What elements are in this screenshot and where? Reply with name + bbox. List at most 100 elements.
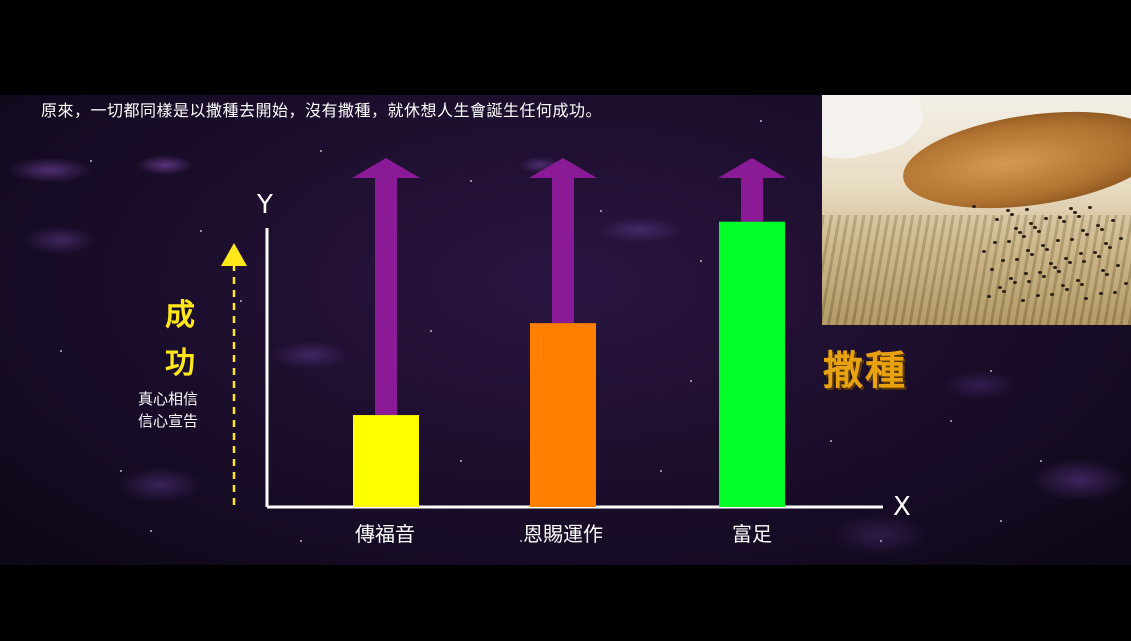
seed <box>1097 255 1101 258</box>
star-dot <box>60 350 62 352</box>
seed <box>1015 258 1019 261</box>
seed <box>1025 208 1029 211</box>
seed <box>1113 291 1117 294</box>
success-label-1: 成 <box>165 298 195 333</box>
star-dot <box>320 150 322 152</box>
growth-arrow-head <box>718 158 786 178</box>
seed <box>1116 264 1120 267</box>
star-dot <box>470 180 472 182</box>
growth-arrow-head <box>529 158 597 178</box>
star-dot <box>660 470 662 472</box>
sowing-photo <box>822 95 1131 325</box>
star-dot <box>950 420 952 422</box>
star-dot <box>1000 520 1002 522</box>
seed <box>1069 207 1073 210</box>
seed <box>1021 299 1025 302</box>
seed <box>1049 262 1053 265</box>
seed <box>1038 271 1042 274</box>
seed <box>1065 288 1069 291</box>
seed <box>1002 290 1006 293</box>
star-dot <box>1040 460 1042 462</box>
seed <box>1064 257 1068 260</box>
seed <box>990 268 994 271</box>
seed <box>987 295 991 298</box>
seed <box>1026 249 1030 252</box>
seed <box>1044 217 1048 220</box>
star-dot <box>240 300 242 302</box>
note-believe: 真心相信 <box>138 390 199 408</box>
seed <box>1014 227 1018 230</box>
star-dot <box>700 260 702 262</box>
star-dot <box>120 470 122 472</box>
seed <box>1042 275 1046 278</box>
sowing-label: 撒種 <box>823 348 907 394</box>
seed <box>1062 220 1066 223</box>
seed <box>1104 242 1108 245</box>
star-dot <box>760 120 762 122</box>
star-dot <box>150 530 152 532</box>
y-axis-letter: Y <box>257 190 273 220</box>
seed <box>1018 231 1022 234</box>
seed <box>1088 206 1092 209</box>
seed <box>1058 216 1062 219</box>
seed <box>1053 266 1057 269</box>
star-dot <box>90 160 92 162</box>
x-axis-letter: X <box>893 492 911 522</box>
seed <box>1057 270 1061 273</box>
seed <box>1080 283 1084 286</box>
bar-3 <box>719 221 785 507</box>
seed <box>1029 222 1033 225</box>
seed <box>1079 252 1083 255</box>
seed <box>993 241 997 244</box>
star-dot <box>690 380 692 382</box>
seed <box>995 218 999 221</box>
seed <box>972 205 976 208</box>
seed <box>1013 281 1017 284</box>
seed <box>982 250 986 253</box>
star-dot <box>990 370 992 372</box>
seed <box>1124 282 1128 285</box>
seed <box>1100 228 1104 231</box>
seed <box>1033 226 1037 229</box>
seed <box>1101 269 1105 272</box>
seed <box>1037 230 1041 233</box>
seed <box>1056 239 1060 242</box>
seed <box>1084 297 1088 300</box>
seed <box>1007 240 1011 243</box>
seed <box>1085 233 1089 236</box>
seed <box>1045 248 1049 251</box>
seed <box>1068 261 1072 264</box>
seed <box>1041 244 1045 247</box>
seed <box>1111 219 1115 222</box>
growth-arrow-shaft <box>741 176 763 222</box>
bar-2 <box>530 323 596 507</box>
seed <box>1006 209 1010 212</box>
star-dot <box>830 440 832 442</box>
seed <box>1010 213 1014 216</box>
category-label-1: 傳福音 <box>355 522 415 546</box>
growth-arrow-shaft <box>375 176 397 416</box>
seed <box>1050 293 1054 296</box>
dashed-success-arrow-head <box>221 243 247 266</box>
star-dot <box>520 540 522 542</box>
seed <box>1076 279 1080 282</box>
category-label-2: 恩賜運作 <box>523 522 603 546</box>
seed <box>1022 235 1026 238</box>
seed <box>1061 284 1065 287</box>
seed <box>1027 280 1031 283</box>
seed <box>1119 237 1123 240</box>
note-declare: 信心宣告 <box>138 412 199 430</box>
seed <box>1009 277 1013 280</box>
bar-1 <box>353 415 419 507</box>
star-dot <box>460 460 462 462</box>
seed <box>1070 238 1074 241</box>
seed <box>1073 211 1077 214</box>
growth-arrow-shaft <box>552 176 574 324</box>
seed <box>1082 260 1086 263</box>
success-label-2: 功 <box>165 346 195 381</box>
seed <box>1077 215 1081 218</box>
seed <box>1093 251 1097 254</box>
seed <box>1096 224 1100 227</box>
seed <box>1030 253 1034 256</box>
